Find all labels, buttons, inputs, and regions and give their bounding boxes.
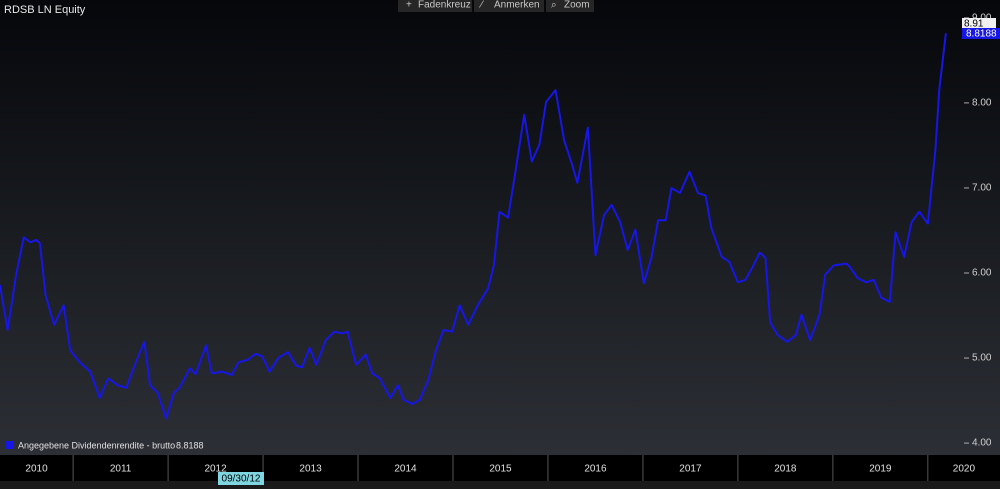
y-tick-label: 5.00: [972, 353, 992, 364]
x-tick-label: 2012: [204, 464, 227, 475]
toolbar-label: Anmerken: [494, 0, 540, 11]
x-tick-label: 2014: [394, 464, 417, 475]
chart-title: RDSB LN Equity: [4, 4, 86, 16]
x-tick-label: 2015: [489, 464, 512, 475]
last-value: 8.8188: [966, 29, 997, 40]
hover-value: 8.91: [964, 19, 984, 30]
hover-value-box: [962, 18, 996, 29]
icon: ⁄: [478, 0, 484, 11]
legend-value: 8.8188: [176, 440, 204, 450]
y-tick-label: 7.00: [972, 183, 992, 194]
x-tick-label: 2020: [953, 464, 976, 475]
x-tick-label: 2013: [299, 464, 322, 475]
toolbar-label: Zoom: [564, 0, 590, 11]
y-tick-label: 4.00: [972, 438, 992, 449]
icon: +: [406, 0, 412, 11]
crosshair-date-box: [218, 472, 264, 485]
x-tick-label: 2017: [679, 464, 702, 475]
footer-strip: [0, 481, 1000, 489]
x-tick-label: 2016: [584, 464, 607, 475]
plot-background: [0, 0, 1000, 455]
toolbar-label: Fadenkreuz: [418, 0, 471, 11]
icon: ⌕: [551, 0, 557, 11]
toolbar: + Fadenkreuz ⁄ Anmerken ⌕ Zoom: [398, 0, 594, 12]
y-tick-label: 8.00: [972, 98, 992, 109]
toolbar-button[interactable]: [546, 0, 594, 12]
x-tick-label: 2010: [25, 464, 48, 475]
y-tick-label: 6.00: [972, 268, 992, 279]
crosshair-date: 09/30/12: [222, 474, 261, 485]
toolbar-button[interactable]: [398, 0, 472, 12]
x-tick-label: 2019: [869, 464, 892, 475]
legend-label: Angegebene Dividendenrendite - brutto: [18, 440, 175, 450]
last-value-box: [962, 28, 1000, 39]
data-line: [0, 33, 947, 420]
legend-swatch: [6, 441, 14, 449]
x-tick-label: 2011: [110, 464, 132, 475]
x-tick-label: 2018: [774, 464, 797, 475]
toolbar-button[interactable]: [474, 0, 544, 12]
